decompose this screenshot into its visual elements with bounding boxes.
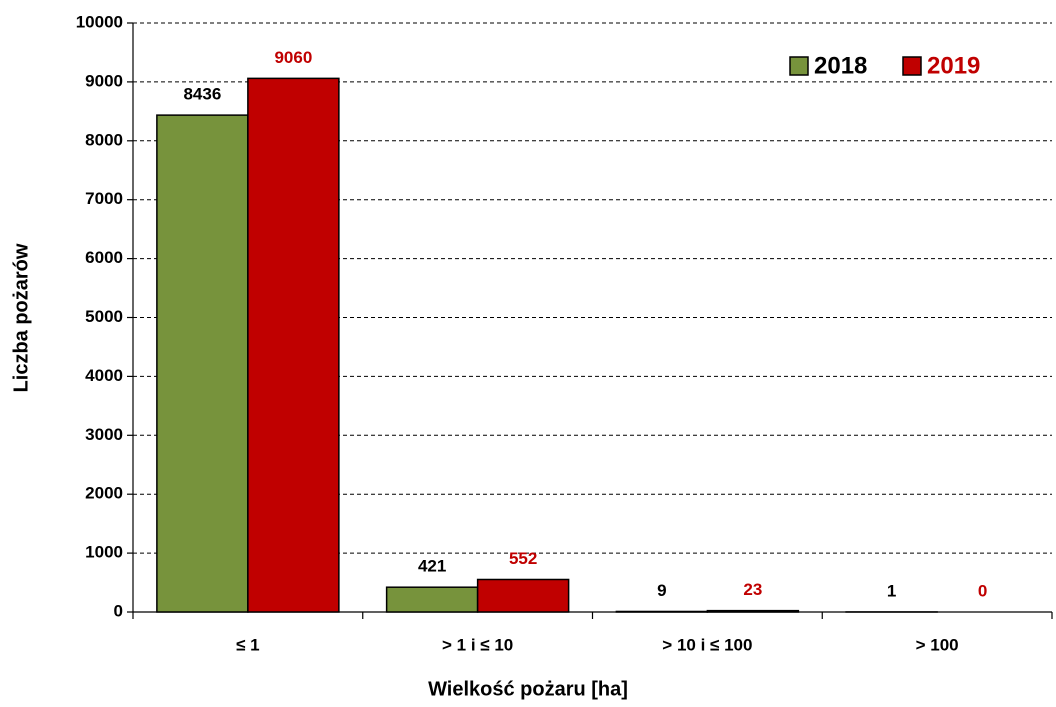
legend-label: 2019 [927,52,980,79]
x-axis-title: Wielkość pożaru [ha] [428,678,628,700]
bar [615,610,709,613]
data-label: 9060 [274,48,312,67]
x-tick-label: > 10 i ≤ 100 [662,635,752,654]
bar [156,114,249,613]
y-tick-label: 0 [114,601,123,620]
legend-label: 2018 [814,52,867,79]
y-axis-title: Liczba pożarów [10,243,32,392]
y-tick-label: 9000 [85,71,123,90]
y-tick-label: 6000 [85,248,123,267]
data-label: 421 [418,557,446,576]
y-tick-label: 2000 [85,484,123,503]
legend-swatch [902,56,922,76]
bar [476,578,570,613]
data-label: 8436 [183,85,221,104]
y-tick-label: 10000 [76,12,123,31]
bar [247,77,340,613]
data-label: 552 [509,549,537,568]
x-tick-label: ≤ 1 [236,635,260,654]
x-tick-label: > 1 i ≤ 10 [442,635,513,654]
bar [706,609,800,613]
y-tick-label: 5000 [85,307,123,326]
data-label: 0 [978,581,987,600]
data-label: 23 [743,580,762,599]
y-tick-label: 7000 [85,189,123,208]
y-tick-label: 3000 [85,425,123,444]
data-label: 9 [657,581,666,600]
x-tick-label: > 100 [916,635,959,654]
y-tick-label: 4000 [85,366,123,385]
y-tick-label: 8000 [85,130,123,149]
bar [385,586,479,613]
y-tick-label: 1000 [85,543,123,562]
legend-swatch [789,56,809,76]
data-label: 1 [887,581,896,600]
